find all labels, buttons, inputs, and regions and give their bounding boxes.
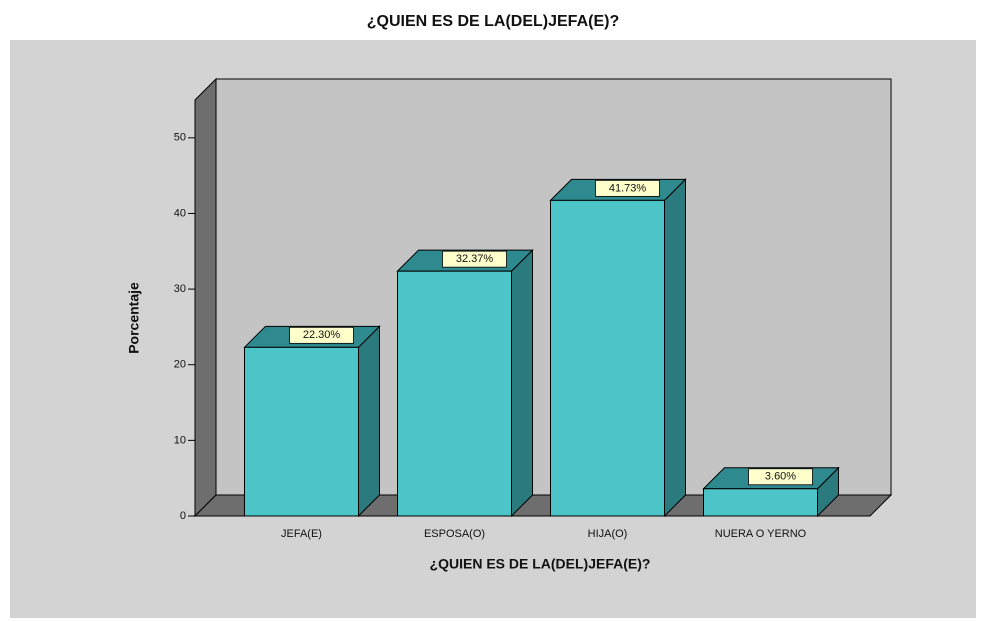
value-label: 3.60% — [765, 471, 796, 483]
y-tick-label: 30 — [174, 283, 186, 295]
x-tick-label: HIJA(O) — [588, 528, 628, 540]
chart-title: ¿QUIEN ES DE LA(DEL)JEFA(E)? — [367, 13, 619, 30]
value-label: 32.37% — [456, 253, 494, 265]
value-label-box — [442, 250, 507, 268]
value-label-box — [289, 326, 354, 344]
y-axis-title: Porcentaje — [126, 282, 142, 354]
x-tick-label: NUERA O YERNO — [715, 528, 807, 540]
y-tick-label: 10 — [174, 434, 186, 446]
y-tick-label: 0 — [180, 510, 186, 522]
left-wall — [194, 77, 217, 518]
bar-side — [664, 178, 686, 518]
x-tick-label: JEFA(E) — [281, 528, 322, 540]
value-label: 22.30% — [303, 329, 341, 341]
bar — [550, 199, 665, 517]
y-tick-label: 40 — [174, 207, 186, 219]
bar-side — [511, 248, 533, 518]
y-tick-label: 20 — [174, 359, 186, 371]
bar-side — [358, 325, 380, 518]
value-label: 41.73% — [609, 182, 647, 194]
bar — [244, 346, 359, 517]
x-axis-title: ¿QUIEN ES DE LA(DEL)JEFA(E)? — [430, 556, 651, 572]
value-label-box — [595, 179, 660, 197]
y-tick-label: 50 — [174, 132, 186, 144]
bar — [703, 488, 818, 517]
value-label-box — [748, 468, 813, 486]
bar — [397, 270, 512, 517]
x-tick-label: ESPOSA(O) — [424, 528, 485, 540]
